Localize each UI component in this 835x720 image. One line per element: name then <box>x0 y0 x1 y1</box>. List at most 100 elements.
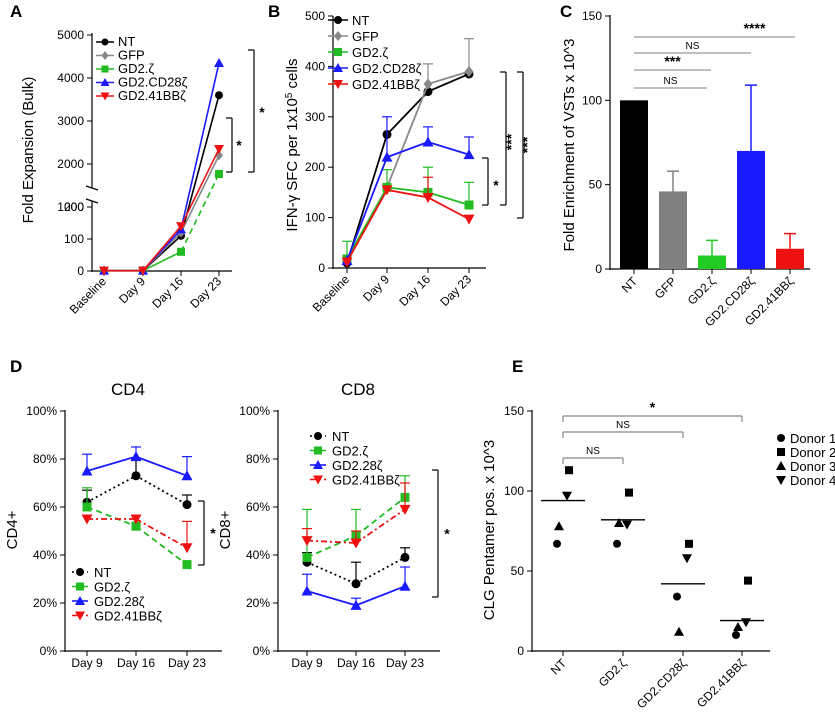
series-line-nt <box>306 561 357 585</box>
series-line-nt <box>427 73 470 93</box>
x-tick-label: GD2.ζ <box>685 274 719 308</box>
y-tick-label: 40% <box>33 548 57 562</box>
x-tick-label: Day 23 <box>386 656 424 670</box>
y-tick-label: 0 <box>318 261 325 275</box>
x-tick-label: Day 16 <box>149 274 186 311</box>
bar-gd2-41bb <box>776 248 804 269</box>
x-tick-label: Baseline <box>310 272 353 315</box>
x-tick-label: GD2.ζ <box>596 656 630 690</box>
y-tick-label: 80% <box>33 452 57 466</box>
series-line-gd2 <box>346 186 388 260</box>
legend-label: GD2.41BBζ <box>118 88 186 103</box>
point-donor-2 <box>625 488 633 497</box>
legend-marker-gd2-41bb <box>333 80 343 89</box>
y-tick-label: 20% <box>246 596 270 610</box>
legend-marker-nt <box>101 38 109 46</box>
point-gd2-41bb <box>463 214 475 225</box>
comparison-label: NS <box>586 446 600 457</box>
legend-label: GD2.ζ <box>332 444 368 459</box>
legend-marker-donor-4 <box>776 476 786 485</box>
point-gd2-41bb <box>341 257 353 268</box>
y-axis-title: CD8+ <box>217 510 234 549</box>
series-line-gd2-28 <box>86 455 137 472</box>
legend-label: GD2.ζ <box>94 580 130 595</box>
y-tick-label: 200 <box>305 160 325 174</box>
series-line-nt <box>355 556 406 585</box>
y-tick-label: 80% <box>246 452 270 466</box>
panel-letter-a: A <box>10 2 22 21</box>
legend-marker-gd2-28 <box>313 460 323 469</box>
y-tick-label: 60% <box>246 500 270 514</box>
series-line-gfp <box>386 83 429 188</box>
x-tick-label: Day 23 <box>168 656 206 670</box>
point-donor-2 <box>744 576 752 585</box>
y-tick-label: 50 <box>511 564 525 578</box>
y-axis-title: Fold Enrichment of VSTs x 10^3 <box>561 39 578 252</box>
series-line-gd2-41bb <box>135 518 188 549</box>
panel-letter-b: B <box>268 2 280 21</box>
y-axis-title: CD4+ <box>4 510 21 549</box>
legend-label: GD2.ζ <box>352 45 388 60</box>
legend-label: GD2.28ζ <box>94 594 145 609</box>
point-gd2-41bb <box>381 185 393 196</box>
series-line-nt <box>86 475 137 503</box>
x-tick-label: Day 16 <box>396 272 433 309</box>
y-axis-title-main: IFN-γ SFC per 1x10 <box>284 98 301 231</box>
point-donor-3 <box>674 626 684 636</box>
bar-gd2 <box>698 255 726 269</box>
bar-nt <box>620 100 648 269</box>
y-axis-title: Fold Expansion (Bulk) <box>20 77 37 224</box>
y-tick-label: 0% <box>40 644 58 658</box>
y-tick-label: 2000 <box>57 157 84 171</box>
y-tick-label: 0 <box>517 644 524 658</box>
y-tick-label: 3000 <box>57 114 84 128</box>
point-gd2 <box>182 560 192 570</box>
legend-marker-gd2-41bb <box>313 475 323 485</box>
y-tick-label: 0 <box>77 264 84 278</box>
y-tick-label: 5000 <box>57 28 84 42</box>
legend-label: GD2.41BBζ <box>332 473 400 488</box>
series-line-gd2-28 <box>135 455 188 477</box>
series-line-gd2-41bb <box>386 188 429 199</box>
legend-label: GD2.41BBζ <box>94 609 162 624</box>
x-tick-label: Day 9 <box>291 656 323 670</box>
point-donor-3 <box>554 521 564 531</box>
comparison-label: *** <box>664 53 681 69</box>
x-tick-label: Day 23 <box>187 274 224 311</box>
legend-marker-gd2 <box>76 582 84 591</box>
series-line-gd2 <box>355 496 406 537</box>
legend-marker-gd2 <box>334 48 342 56</box>
legend-label: NT <box>94 565 111 580</box>
point-donor-4 <box>562 491 572 501</box>
sig-label: * <box>444 526 450 542</box>
y-axis-title-sup: 5 <box>284 92 295 98</box>
point-gd2-28 <box>399 580 411 591</box>
series-line-gd2 <box>135 525 188 566</box>
legend-marker-gd2-cd28 <box>100 78 110 86</box>
y-tick-label: 500 <box>305 9 325 23</box>
panel-subtitle: CD4 <box>111 380 145 399</box>
series-line-gd2-28 <box>355 585 406 607</box>
series-line-gd2-41bb <box>180 148 220 227</box>
series-line-gd2 <box>180 173 220 253</box>
series-line-gd2-cd28 <box>386 141 429 158</box>
y-tick-label: 100% <box>239 404 270 418</box>
point-donor-4 <box>682 554 692 564</box>
sig-label: * <box>259 104 265 120</box>
y-axis-title-tail: cells <box>284 58 301 92</box>
y-tick-label: 40% <box>246 548 270 562</box>
series-line-gfp <box>180 155 220 233</box>
sig-label: * <box>210 525 216 541</box>
point-nt <box>131 471 141 481</box>
comparison-label: **** <box>744 20 766 36</box>
x-tick-label: Day 9 <box>116 274 148 306</box>
legend-label: Donor 3 <box>790 459 835 474</box>
bar-gd2-cd28 <box>737 150 765 269</box>
point-gd2-cd28 <box>381 151 393 162</box>
y-tick-label: 100% <box>26 404 57 418</box>
panel-subtitle: CD8 <box>341 380 375 399</box>
point-gfp <box>423 78 433 90</box>
series-line-gfp <box>427 70 470 85</box>
legend-label: Donor 2 <box>790 445 835 460</box>
